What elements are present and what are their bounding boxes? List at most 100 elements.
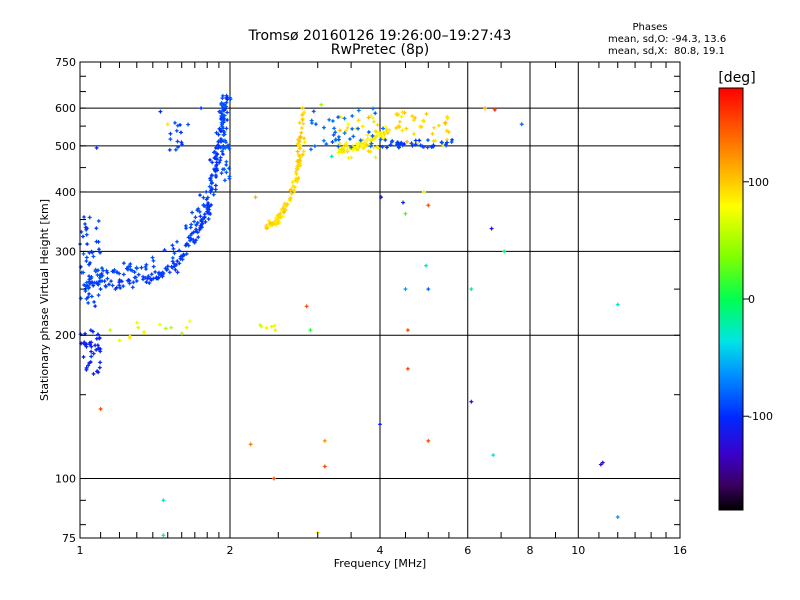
- data-point: [366, 115, 371, 120]
- data-point: [144, 267, 149, 272]
- data-point: [184, 241, 189, 246]
- data-point: [79, 341, 84, 346]
- data-point: [94, 336, 99, 341]
- data-point: [276, 216, 281, 221]
- data-point: [519, 122, 524, 127]
- data-point: [87, 215, 92, 220]
- data-point: [336, 137, 341, 142]
- data-point: [213, 183, 218, 188]
- data-point: [351, 145, 356, 150]
- data-point: [208, 212, 213, 217]
- data-point: [300, 117, 305, 122]
- data-point: [88, 276, 93, 281]
- data-point: [88, 260, 93, 265]
- data-point: [404, 126, 409, 131]
- data-point: [84, 255, 89, 260]
- colorbar-gradient: [718, 87, 744, 511]
- data-point: [411, 131, 416, 136]
- data-point: [128, 262, 133, 267]
- data-point: [445, 116, 450, 121]
- data-point: [227, 174, 232, 179]
- data-point: [378, 137, 383, 142]
- data-point: [130, 268, 135, 273]
- data-point: [210, 180, 215, 185]
- data-point: [95, 281, 100, 286]
- data-point: [351, 134, 356, 139]
- data-point: [224, 170, 229, 175]
- data-point: [208, 188, 213, 193]
- data-point: [223, 107, 228, 112]
- data-point: [301, 149, 306, 154]
- data-point: [214, 151, 219, 156]
- data-point: [97, 279, 102, 284]
- data-point: [227, 176, 232, 181]
- data-point: [83, 288, 88, 293]
- chart-subtitle: RwPretec (8p): [331, 42, 429, 58]
- data-point: [190, 210, 195, 215]
- data-point: [87, 279, 92, 284]
- data-point: [368, 144, 373, 149]
- data-point: [350, 113, 355, 118]
- data-point: [160, 274, 165, 279]
- data-point: [405, 366, 410, 371]
- data-point: [292, 184, 297, 189]
- data-point: [200, 221, 205, 226]
- data-point: [117, 271, 122, 276]
- data-point: [201, 202, 206, 207]
- data-point: [169, 325, 174, 330]
- data-point: [271, 476, 276, 481]
- data-point: [175, 239, 180, 244]
- data-point: [94, 347, 99, 352]
- data-point: [101, 268, 106, 273]
- data-point: [297, 135, 302, 140]
- data-point: [184, 251, 189, 256]
- data-point: [297, 157, 302, 162]
- data-point: [84, 344, 89, 349]
- data-point: [350, 148, 355, 153]
- data-point: [178, 130, 183, 135]
- data-point: [349, 145, 354, 150]
- data-point: [174, 262, 179, 267]
- x-tick-label: 2: [227, 544, 234, 557]
- data-point: [186, 122, 191, 127]
- data-point: [368, 138, 373, 143]
- data-point: [339, 115, 344, 120]
- data-point: [93, 343, 98, 348]
- data-point: [94, 226, 99, 231]
- data-point: [220, 93, 225, 98]
- data-point: [82, 341, 87, 346]
- data-point: [311, 109, 316, 114]
- data-point: [289, 191, 294, 196]
- data-point: [87, 360, 92, 365]
- data-point: [205, 205, 210, 210]
- data-point: [191, 230, 196, 235]
- data-point: [220, 152, 225, 157]
- data-point: [373, 129, 378, 134]
- data-point: [489, 226, 494, 231]
- data-point: [97, 365, 102, 370]
- data-point: [143, 275, 148, 280]
- data-point: [400, 110, 405, 115]
- data-point: [224, 162, 229, 167]
- data-point: [207, 210, 212, 215]
- data-point: [299, 130, 304, 135]
- data-point: [444, 128, 449, 133]
- data-point: [297, 139, 302, 144]
- data-point: [399, 114, 404, 119]
- data-point: [182, 253, 187, 258]
- data-point: [282, 201, 287, 206]
- data-point: [197, 209, 202, 214]
- data-point: [127, 264, 132, 269]
- data-point: [222, 178, 227, 183]
- data-point: [371, 119, 376, 124]
- data-point: [195, 220, 200, 225]
- data-point: [141, 274, 146, 279]
- data-point: [97, 273, 102, 278]
- data-point: [444, 140, 449, 145]
- data-point: [469, 399, 474, 404]
- data-point: [87, 285, 92, 290]
- data-point: [89, 249, 94, 254]
- data-point: [300, 152, 305, 157]
- data-point: [121, 261, 126, 266]
- data-point: [220, 167, 225, 172]
